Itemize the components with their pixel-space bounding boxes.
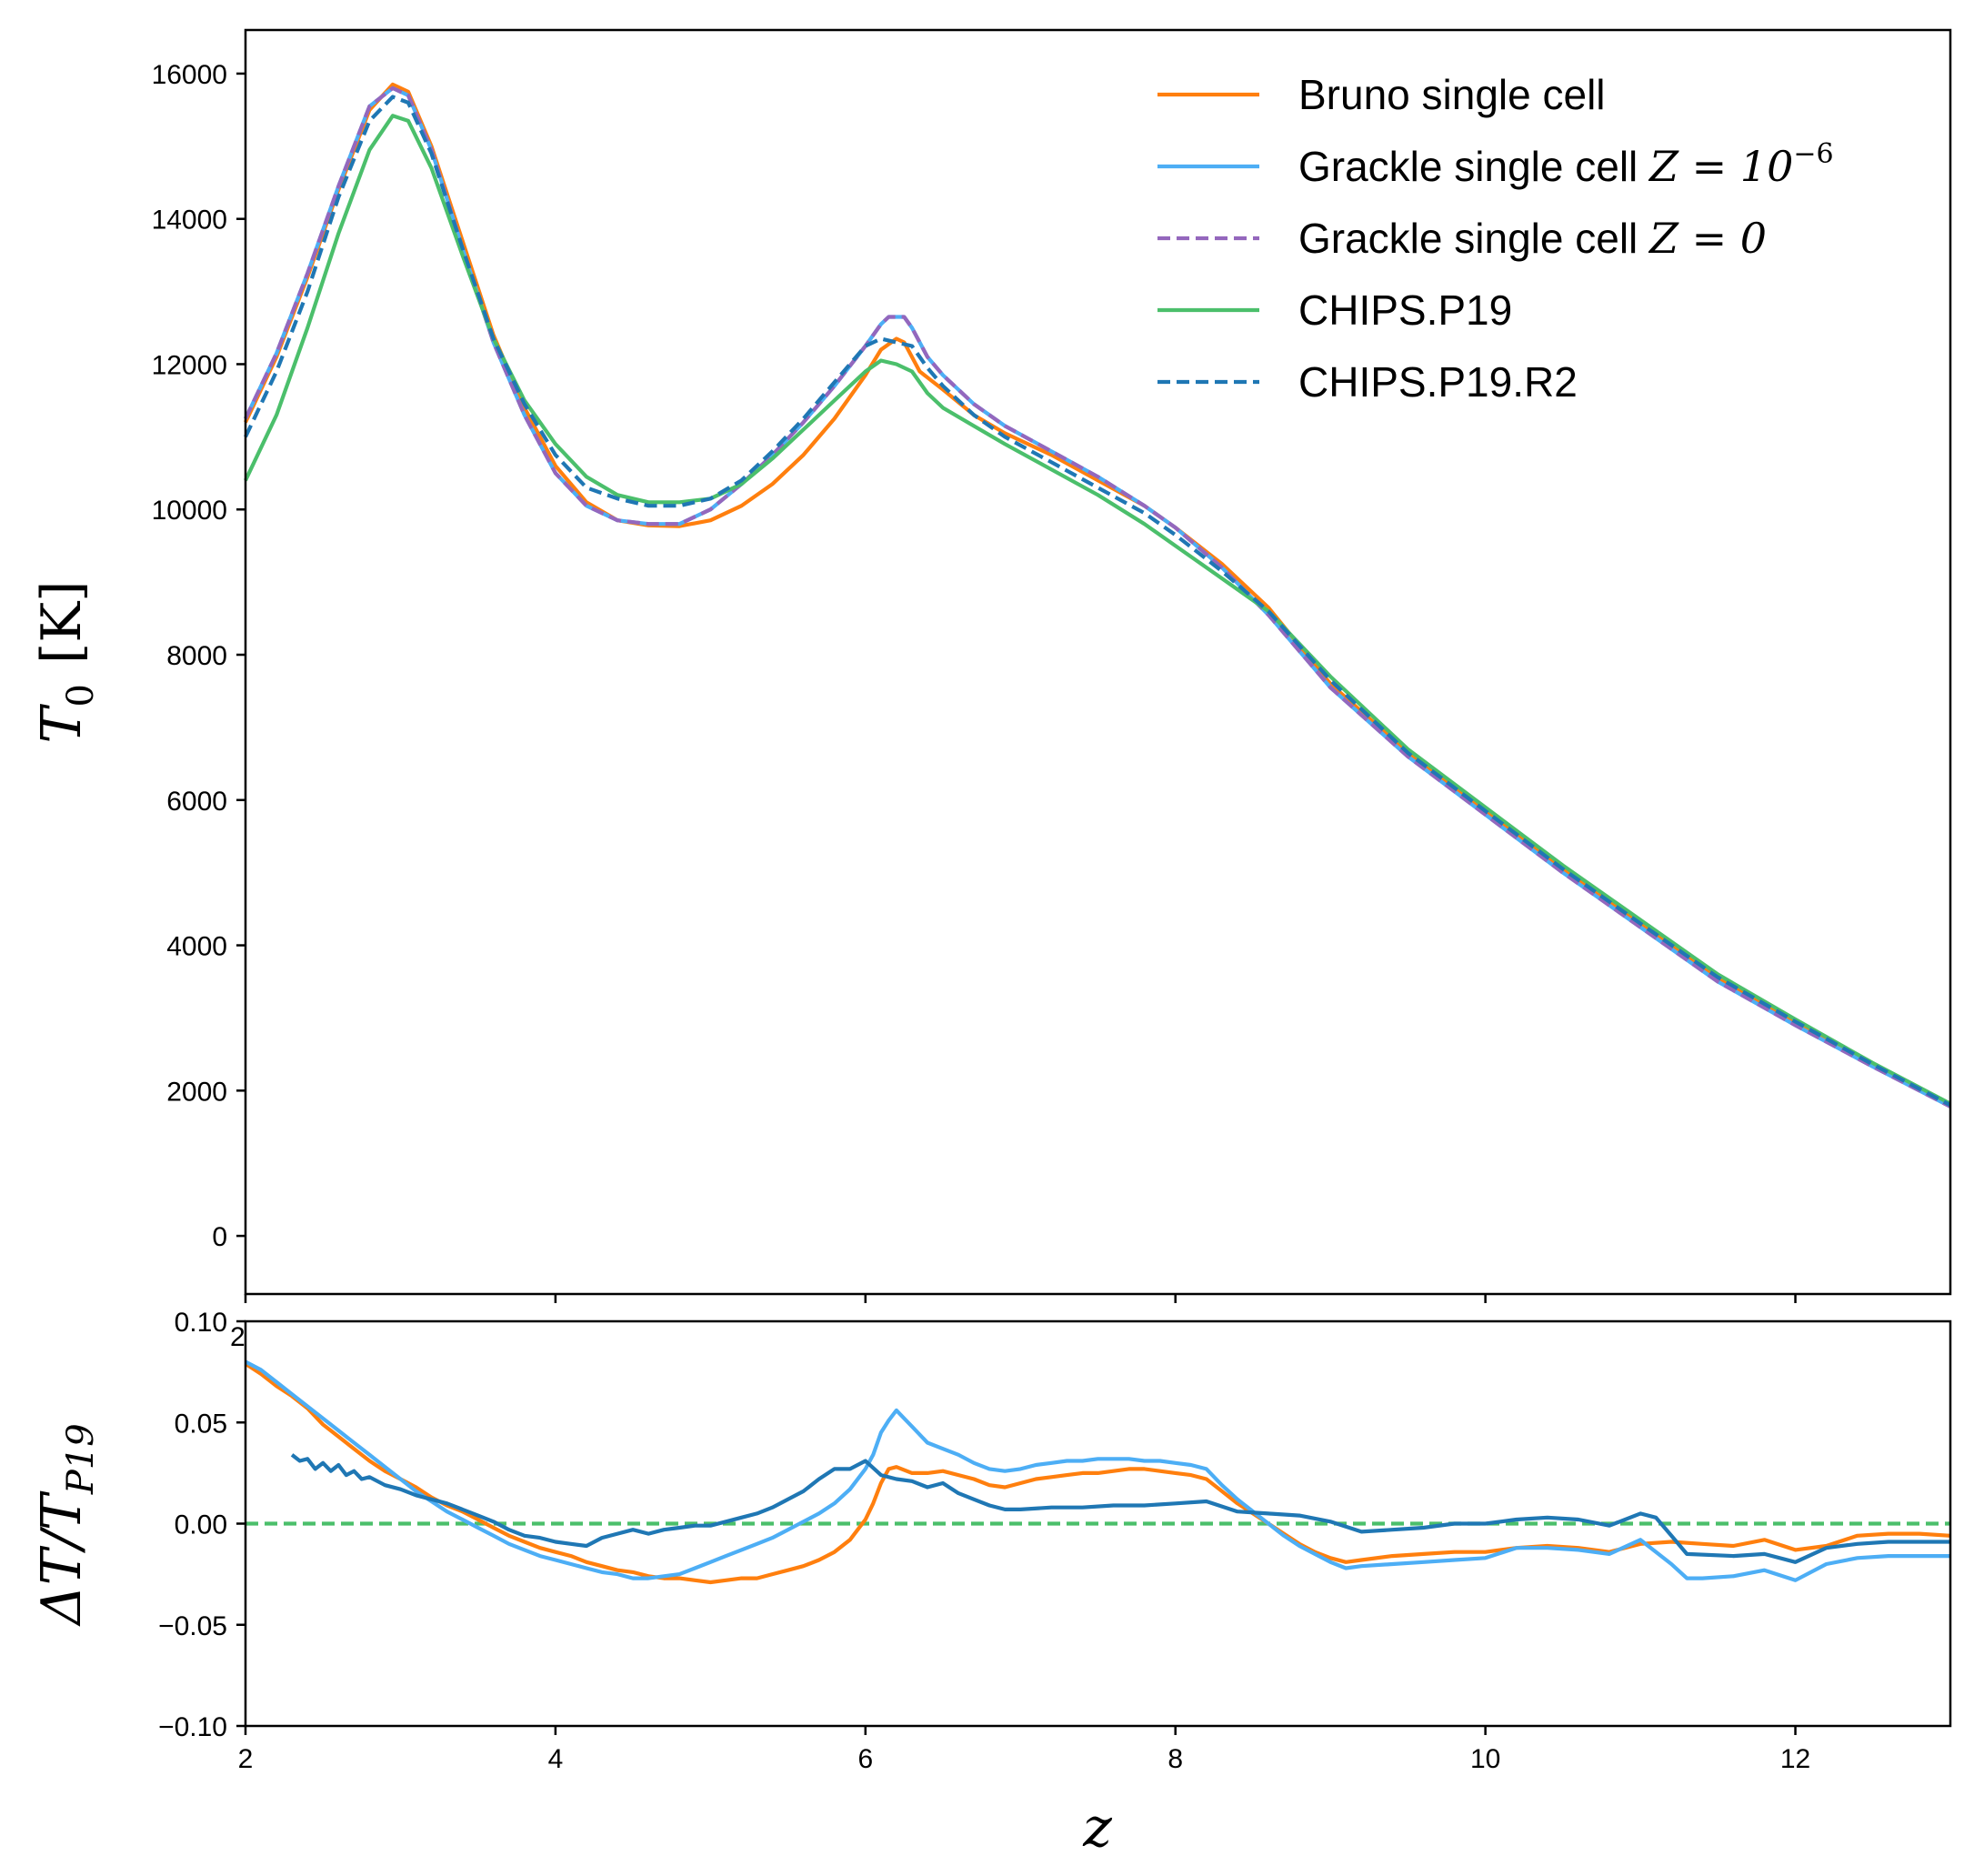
residual-x-tick-label: 4 <box>548 1744 564 1774</box>
residual-x-tick-label: 10 <box>1470 1744 1500 1774</box>
legend-label-math: Z = 0 <box>1648 214 1767 263</box>
stray-tick-fragment: 2 <box>230 1322 246 1352</box>
temperature-y-tick-label: 14000 <box>152 206 227 236</box>
residual-y-axis-title: ΔT/TP19 <box>30 1423 102 1626</box>
temperature-x-ticks <box>244 1294 1797 1303</box>
legend-label-text: Grackle single cell <box>1298 215 1649 262</box>
temperature-y-tick-label: 16000 <box>152 60 227 90</box>
temperature-line-chips-p19 <box>244 114 1951 1106</box>
residual-x-tick-label: 8 <box>1167 1744 1183 1774</box>
legend-label: Grackle single cell Z = 0 <box>1298 214 1767 263</box>
legend-label-text: CHIPS.P19 <box>1298 286 1512 334</box>
residual-y-tick-label: −0.10 <box>158 1712 227 1742</box>
legend-label: Grackle single cell Z = 10−6 <box>1298 138 1834 191</box>
x-axis-title: z <box>1082 1796 1112 1860</box>
temperature-y-axis-symbol: T <box>30 704 94 744</box>
residual-line-series-1 <box>244 1361 1951 1585</box>
temperature-line-grackle-single-cell-z-10-6 <box>244 85 1951 1109</box>
residual-y-tick-label: 0.10 <box>175 1308 227 1338</box>
temperature-series-lines <box>244 82 1951 1109</box>
temperature-panel-frame <box>244 28 1952 1296</box>
residual-y-axis-symbol: ΔT/T <box>30 1490 94 1627</box>
legend-label: CHIPS.P19.R2 <box>1298 358 1578 406</box>
legend: Bruno single cell Grackle single cell Z =… <box>1157 71 1834 406</box>
legend-label: CHIPS.P19 <box>1298 286 1512 334</box>
temperature-y-tick-label: 12000 <box>152 350 227 380</box>
residual-y-axis-subscript: P19 <box>60 1423 102 1495</box>
legend-entry: Bruno single cell <box>1157 71 1606 118</box>
temperature-line-chips-p19-r2 <box>244 95 1951 1108</box>
residual-series-lines <box>244 1359 1951 1585</box>
legend-label-text: CHIPS.P19.R2 <box>1298 358 1578 406</box>
legend-label-text: Grackle single cell <box>1298 143 1649 190</box>
residual-panel: −0.10 −0.05 0.00 0.05 0.10 2 4 6 8 10 12 2 ΔT/TP1… <box>30 1308 1952 1860</box>
residual-line-series-3 <box>290 1453 1950 1564</box>
temperature-y-tick-label: 8000 <box>166 641 227 671</box>
temperature-y-tick-label: 2000 <box>166 1077 227 1107</box>
residual-x-ticks: 2 4 6 8 10 12 <box>238 1726 1810 1774</box>
residual-x-tick-label: 2 <box>238 1744 254 1774</box>
residual-y-tick-label: 0.05 <box>175 1409 227 1439</box>
temperature-y-ticks: 0 2000 4000 6000 8000 10000 12000 14000 16000 <box>152 60 246 1252</box>
temperature-y-axis-unit: [K] <box>30 580 94 664</box>
temperature-y-tick-label: 10000 <box>152 496 227 526</box>
temperature-y-axis-title: T0 [K] <box>30 580 102 743</box>
temperature-y-tick-label: 4000 <box>166 932 227 962</box>
legend-entry: Grackle single cell Z = 10−6 <box>1157 138 1834 191</box>
legend-label-text: Bruno single cell <box>1298 71 1606 118</box>
residual-x-tick-label: 6 <box>857 1744 873 1774</box>
residual-y-tick-label: 0.00 <box>175 1510 227 1540</box>
residual-x-tick-label: 12 <box>1780 1744 1810 1774</box>
legend-entry: CHIPS.P19 <box>1157 286 1512 334</box>
legend-label: Bruno single cell <box>1298 71 1606 118</box>
residual-line-series-2 <box>245 1359 1950 1582</box>
residual-y-tick-label: −0.05 <box>158 1611 227 1641</box>
residual-y-ticks: −0.10 −0.05 0.00 0.05 0.10 <box>158 1308 246 1742</box>
temperature-y-tick-label: 0 <box>212 1222 227 1252</box>
temperature-y-axis-subscript: 0 <box>60 684 102 707</box>
legend-entry: CHIPS.P19.R2 <box>1157 358 1578 406</box>
legend-label-math: Z = 10 <box>1648 142 1793 191</box>
temperature-y-tick-label: 6000 <box>166 787 227 817</box>
legend-entry: Grackle single cell Z = 0 <box>1157 214 1767 263</box>
legend-label-superscript: −6 <box>1793 138 1833 170</box>
